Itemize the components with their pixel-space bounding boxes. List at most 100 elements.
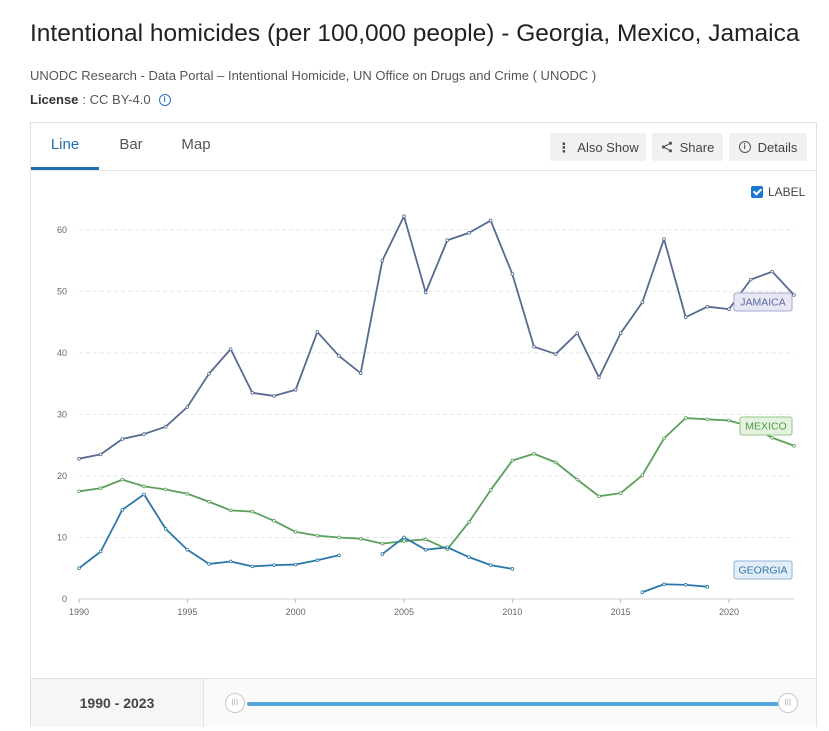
mexico-point[interactable] (510, 458, 515, 463)
jamaica-point[interactable] (445, 238, 450, 243)
georgia-point[interactable] (640, 590, 645, 595)
jamaica-point[interactable] (662, 237, 666, 241)
jamaica-point[interactable] (77, 456, 81, 461)
jamaica-point[interactable] (618, 331, 623, 335)
mexico-point[interactable] (293, 530, 298, 534)
jamaica-point[interactable] (792, 293, 796, 297)
jamaica-point[interactable] (467, 231, 471, 235)
georgia-line[interactable] (78, 493, 340, 569)
mexico-point[interactable] (315, 533, 320, 538)
georgia-point[interactable] (228, 559, 233, 564)
jamaica-point[interactable] (163, 424, 168, 429)
range-start-handle[interactable]: ||| (225, 693, 245, 713)
range-slider-track[interactable] (247, 702, 787, 706)
georgia-point[interactable] (662, 582, 666, 587)
mexico-point[interactable] (532, 451, 536, 456)
info-icon[interactable]: i (158, 93, 171, 106)
georgia-point[interactable] (380, 552, 385, 556)
jamaica-point[interactable] (228, 347, 233, 351)
tab-line[interactable]: Line (31, 123, 99, 170)
georgia-point[interactable] (293, 562, 298, 567)
jamaica-point[interactable] (207, 371, 211, 376)
jamaica-point[interactable] (98, 452, 103, 457)
mexico-point[interactable] (683, 416, 688, 420)
georgia-point[interactable] (77, 566, 81, 571)
mexico-point[interactable] (575, 477, 580, 482)
jamaica-point[interactable] (510, 272, 515, 276)
georgia-point[interactable] (488, 563, 493, 567)
mexico-point[interactable] (727, 418, 731, 423)
mexico-point[interactable] (228, 508, 233, 513)
jamaica-point[interactable] (337, 354, 341, 358)
jamaica-point[interactable] (120, 437, 125, 441)
georgia-point[interactable] (467, 555, 471, 559)
mexico-point[interactable] (423, 537, 428, 542)
range-end-handle[interactable]: ||| (778, 693, 798, 713)
jamaica-point[interactable] (553, 352, 558, 356)
jamaica-point[interactable] (770, 269, 775, 274)
georgia-point[interactable] (250, 564, 255, 569)
share-button[interactable]: Share (652, 133, 723, 161)
jamaica-point[interactable] (423, 290, 428, 295)
mexico-point[interactable] (358, 536, 363, 541)
mexico-point[interactable] (163, 487, 168, 492)
mexico-point[interactable] (792, 443, 796, 448)
mexico-point[interactable] (380, 541, 385, 546)
georgia-point[interactable] (445, 545, 450, 550)
jamaica-point[interactable] (640, 300, 645, 305)
mexico-line[interactable] (78, 417, 795, 551)
jamaica-point[interactable] (727, 307, 731, 311)
mexico-point[interactable] (402, 539, 406, 543)
georgia-point[interactable] (705, 584, 710, 589)
georgia-point[interactable] (337, 553, 341, 558)
mexico-point[interactable] (250, 509, 255, 514)
jamaica-point[interactable] (250, 391, 255, 395)
mexico-point[interactable] (662, 436, 666, 441)
georgia-point[interactable] (510, 567, 515, 571)
mexico-point[interactable] (142, 484, 146, 489)
jamaica-point[interactable] (532, 344, 536, 349)
georgia-point[interactable] (683, 583, 688, 587)
mexico-point[interactable] (488, 488, 493, 492)
jamaica-point[interactable] (358, 371, 363, 375)
jamaica-point[interactable] (185, 405, 190, 409)
label-checkbox[interactable] (751, 186, 763, 198)
mexico-point[interactable] (705, 417, 710, 422)
mexico-point[interactable] (597, 494, 601, 499)
georgia-point[interactable] (315, 558, 320, 563)
georgia-point[interactable] (423, 547, 428, 552)
mexico-point[interactable] (770, 435, 775, 440)
also-show-button[interactable]: ⋮ Also Show (550, 133, 646, 161)
mexico-point[interactable] (553, 460, 558, 465)
georgia-point[interactable] (207, 562, 211, 566)
georgia-point[interactable] (120, 507, 125, 512)
mexico-point[interactable] (98, 486, 103, 491)
jamaica-point[interactable] (705, 304, 710, 309)
mexico-point[interactable] (207, 499, 211, 504)
tab-bar[interactable]: Bar (119, 136, 143, 153)
mexico-point[interactable] (337, 535, 341, 540)
georgia-point[interactable] (98, 549, 103, 554)
jamaica-point[interactable] (488, 218, 493, 223)
tab-map[interactable]: Map (181, 136, 211, 153)
mexico-point[interactable] (618, 491, 623, 495)
georgia-point[interactable] (272, 563, 276, 567)
mexico-point[interactable] (77, 489, 81, 494)
jamaica-point[interactable] (142, 432, 146, 436)
jamaica-point[interactable] (380, 258, 385, 263)
jamaica-point[interactable] (293, 387, 298, 392)
mexico-point[interactable] (185, 491, 190, 496)
jamaica-point[interactable] (315, 330, 320, 334)
label-toggle[interactable]: LABEL (751, 185, 805, 199)
mexico-point[interactable] (467, 520, 471, 524)
details-button[interactable]: i Details (729, 133, 807, 161)
jamaica-point[interactable] (402, 214, 406, 219)
georgia-point[interactable] (185, 547, 190, 552)
mexico-point[interactable] (120, 477, 125, 482)
georgia-point[interactable] (163, 527, 168, 531)
georgia-point[interactable] (142, 492, 146, 497)
georgia-line[interactable] (642, 583, 708, 594)
jamaica-point[interactable] (575, 331, 580, 335)
mexico-point[interactable] (640, 473, 645, 478)
mexico-point[interactable] (272, 519, 276, 523)
